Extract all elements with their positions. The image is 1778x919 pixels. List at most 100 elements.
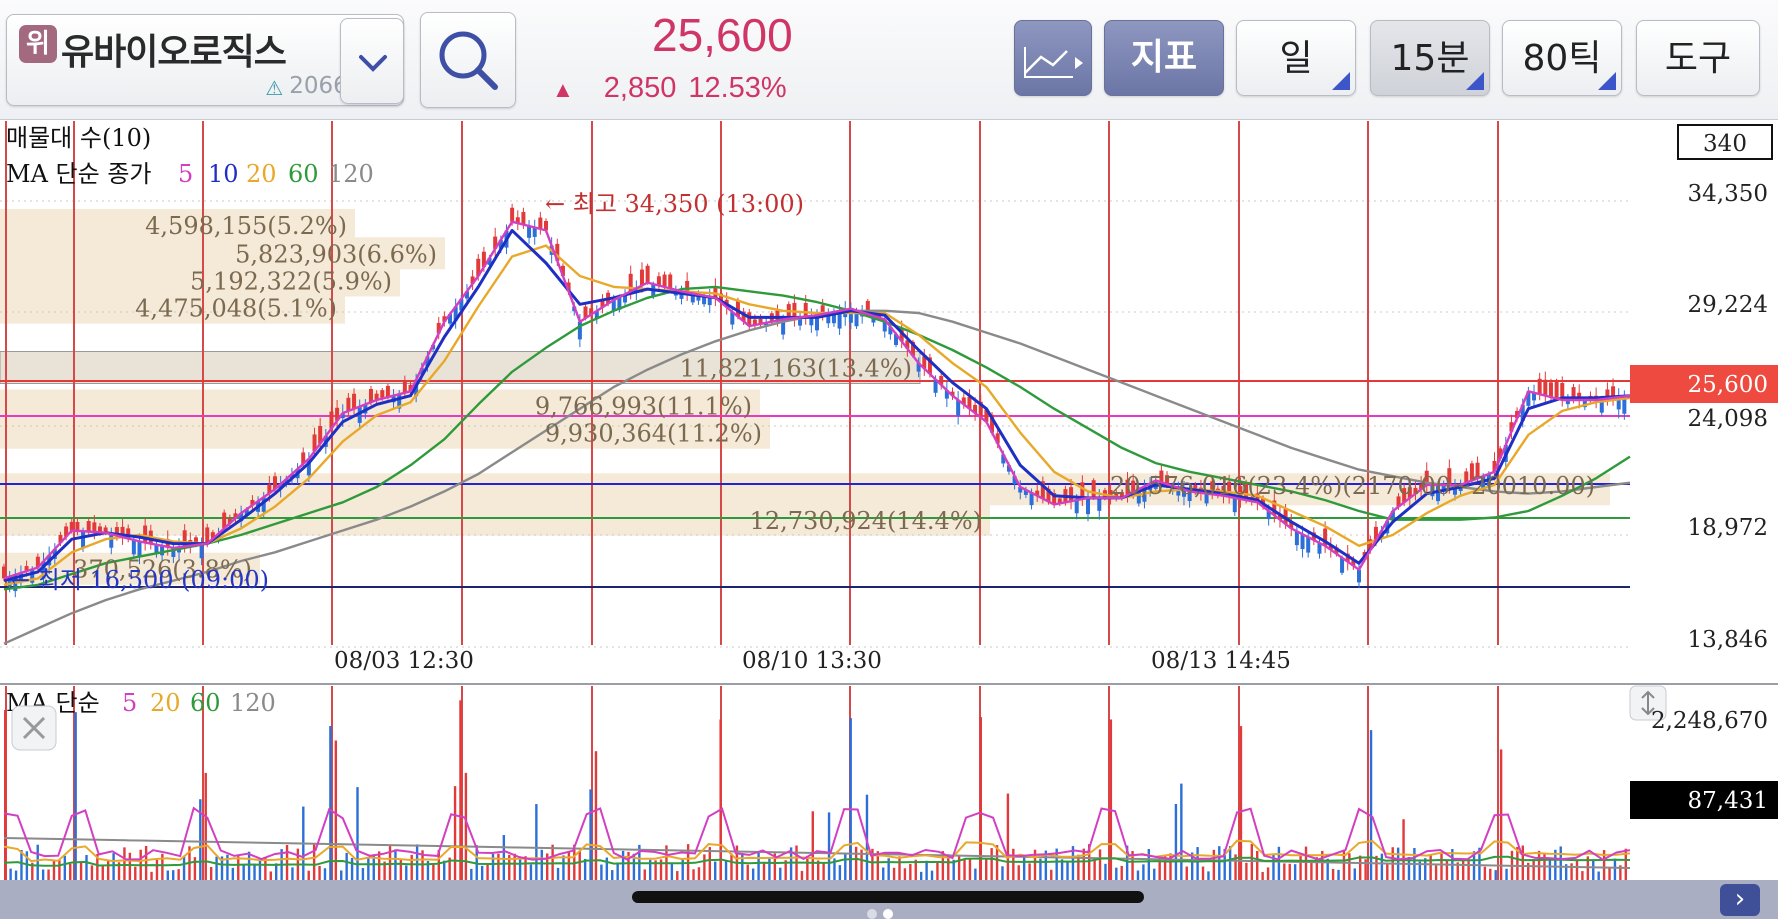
candle [882, 319, 887, 332]
stock-selector[interactable]: 위 유바이오로직스 ⚠ 206650 [6, 14, 404, 106]
volume-bar [220, 856, 224, 880]
y-tick-3: 18,972 [1688, 515, 1768, 541]
candle [1125, 479, 1130, 496]
volume-bar [1348, 853, 1351, 880]
stock-dropdown-button[interactable] [340, 18, 404, 104]
candle [1452, 484, 1457, 495]
candle [995, 433, 1000, 444]
volume-bar [334, 740, 338, 880]
candle [1373, 526, 1378, 541]
resize-handle[interactable] [1629, 685, 1667, 721]
candle [1001, 454, 1006, 464]
period-day-button[interactable]: 일 [1236, 20, 1356, 96]
candle [289, 473, 294, 479]
current-price-tag [1630, 365, 1778, 403]
reference-lines [0, 380, 1630, 588]
volume-bar [594, 751, 598, 880]
candle [368, 388, 373, 403]
volume-bar [470, 868, 473, 880]
volume-bar [714, 861, 717, 880]
period-tick-button[interactable]: 80틱 [1502, 20, 1622, 96]
candle [685, 280, 690, 293]
volume-bar [1163, 854, 1167, 880]
period-day-label: 일 [1279, 38, 1313, 79]
vp-label: 11,821,163(13.4%) [680, 354, 912, 382]
close-panel-button[interactable] [11, 705, 57, 751]
candle [1554, 380, 1559, 399]
volume-bar [1201, 866, 1205, 880]
volume-bar [518, 858, 522, 880]
volume-bar [177, 869, 180, 880]
volume-bar [773, 853, 777, 880]
candle [939, 376, 944, 385]
candle [385, 385, 390, 398]
candle [532, 227, 537, 237]
candle [267, 484, 272, 494]
volume-bar [144, 845, 148, 880]
volume-bar [562, 855, 565, 880]
stock-chart[interactable]: 4,598,155(5.2%)5,823,903(6.6%)5,192,322(… [0, 121, 1778, 880]
chart-type-button[interactable] [1014, 20, 1092, 96]
candle [1255, 493, 1260, 503]
candle [199, 544, 204, 559]
chevron-down-icon [359, 55, 387, 72]
candle [1469, 463, 1474, 481]
candle [589, 308, 594, 315]
candle [92, 522, 97, 532]
period-minute-button[interactable]: 15분 [1370, 20, 1490, 96]
volume-bar [1142, 864, 1145, 880]
candle [97, 526, 102, 533]
candle [696, 294, 701, 301]
volume-bar [844, 854, 847, 880]
volume-bar [367, 856, 370, 880]
volume-bar [1559, 846, 1562, 880]
candle [402, 380, 407, 393]
ma-legend-120: 120 [328, 160, 374, 188]
candle [448, 314, 453, 324]
candle [312, 434, 317, 452]
candle [1306, 537, 1311, 553]
indicator-button[interactable]: 지표 [1104, 20, 1224, 96]
candle [470, 276, 475, 284]
candle [628, 273, 633, 292]
volume-bar [150, 871, 153, 880]
candle [35, 556, 40, 568]
candle [1097, 497, 1102, 511]
volume-bar [605, 857, 609, 880]
volume-bar [648, 859, 652, 880]
current-price: 25,600 [652, 9, 793, 61]
home-indicator[interactable] [632, 891, 1144, 903]
volume-bar [25, 851, 29, 880]
close-icon [22, 716, 46, 740]
candle [250, 499, 255, 506]
search-button[interactable] [420, 12, 516, 108]
volume-bar [1489, 868, 1492, 880]
candle [81, 531, 86, 549]
next-page-button[interactable]: › [1720, 884, 1760, 916]
volume-bar [1239, 726, 1243, 880]
volume-bar [1098, 849, 1102, 880]
volume-bar [1402, 819, 1405, 880]
volume-bar [990, 848, 993, 880]
candle [69, 521, 74, 531]
candle [335, 407, 340, 421]
volume-bar [1602, 850, 1606, 880]
stock-warning-badge: 위 [19, 25, 57, 63]
candle [476, 258, 481, 277]
volume-bar [1613, 858, 1617, 880]
tools-button[interactable]: 도구 [1636, 20, 1760, 96]
candle [967, 396, 972, 409]
volume-bar [1153, 868, 1156, 880]
candle [487, 257, 492, 265]
ma-line-60 [3, 285, 1631, 591]
volume-bar [1077, 854, 1080, 880]
candle [1447, 468, 1452, 485]
volume-bar [1228, 846, 1232, 880]
ma-legend-5: 5 [178, 160, 193, 188]
volume-bar [616, 862, 619, 880]
candle [1165, 475, 1170, 485]
volume-bar [1527, 862, 1530, 880]
candle [352, 393, 357, 409]
volume-bar [697, 867, 701, 880]
candle [679, 291, 684, 299]
